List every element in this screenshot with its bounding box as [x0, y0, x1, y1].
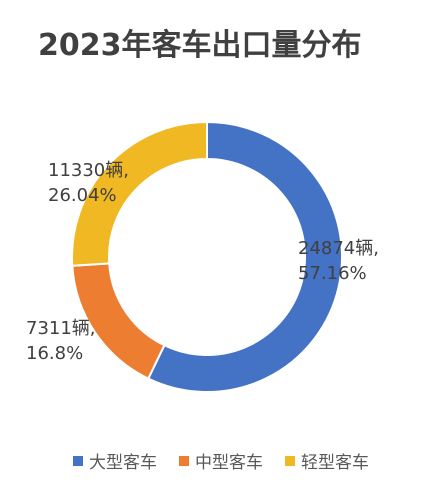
slice-label-large: 24874辆, 57.16%	[298, 236, 379, 286]
slice-label-large-value: 24874辆,	[298, 238, 379, 259]
legend-item-medium: 中型客车	[179, 448, 263, 473]
slice-light	[71, 120, 208, 267]
slice-label-light-value: 11330辆,	[48, 160, 129, 181]
slice-label-light: 11330辆, 26.04%	[48, 158, 129, 208]
legend-label-light: 轻型客车	[301, 453, 369, 473]
slice-label-light-percent: 26.04%	[48, 185, 117, 206]
legend-swatch-large	[73, 455, 83, 466]
slice-label-medium-percent: 16.8%	[26, 343, 84, 364]
legend-label-large: 大型客车	[89, 453, 157, 473]
legend-swatch-light	[285, 455, 295, 466]
legend-item-light: 轻型客车	[285, 448, 369, 473]
chart-title: 2023年客车出口量分布	[38, 28, 362, 63]
legend-swatch-medium	[179, 455, 189, 466]
slice-label-large-percent: 57.16%	[298, 263, 367, 284]
legend-label-medium: 中型客车	[195, 453, 263, 473]
legend: 大型客车 中型客车 轻型客车	[0, 448, 442, 473]
legend-item-large: 大型客车	[73, 448, 157, 473]
slice-large	[146, 120, 343, 393]
slice-label-medium: 7311辆, 16.8%	[26, 316, 96, 366]
slice-label-medium-value: 7311辆,	[26, 318, 96, 339]
